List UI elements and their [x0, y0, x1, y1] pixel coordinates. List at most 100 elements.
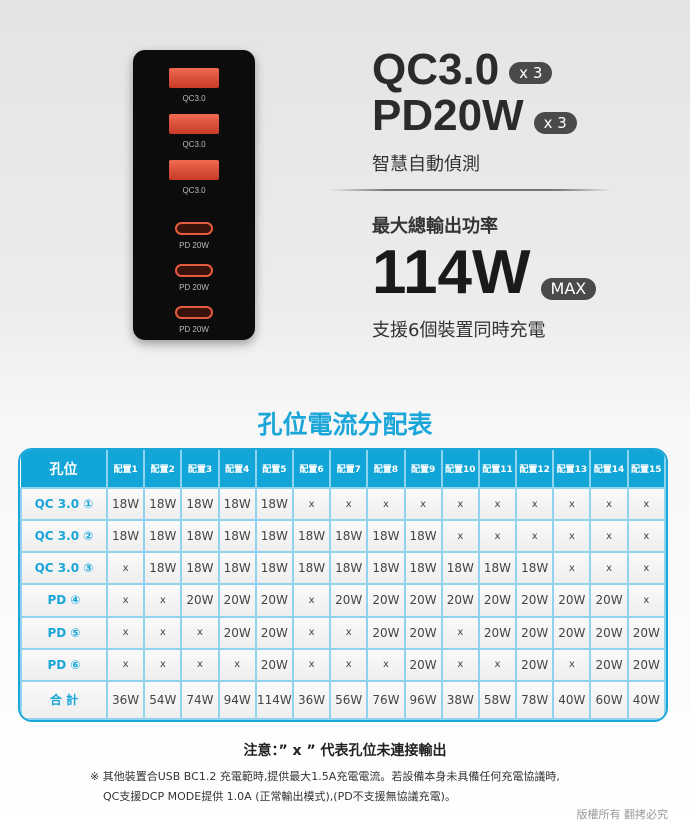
table-cell: 20W	[515, 647, 555, 682]
table-cell: 20W	[589, 583, 629, 618]
table-cell: 18W	[105, 486, 146, 522]
max-output-value: 114W	[372, 238, 531, 307]
table-cell: x	[552, 551, 592, 586]
table-cell: 96W	[403, 679, 443, 720]
table-row: PD ⑥ x x x x 20W x x x 20W x x 20W x 20W 20W	[20, 647, 666, 682]
port-4: PD 20W	[133, 220, 255, 250]
pd-heading: PD20W	[372, 91, 524, 140]
port-5: PD 20W	[133, 262, 255, 292]
port-2: QC3.0	[133, 114, 255, 149]
column-header: 配置15	[627, 450, 666, 488]
qc-row: QC3.0 x 3	[372, 45, 553, 94]
table-cell: x	[291, 583, 332, 618]
table-cell: 56W	[329, 679, 369, 720]
table-cell: 18W	[329, 519, 369, 554]
table-row: PD ⑤ x x x 20W 20W x x 20W 20W x 20W 20W 20W 20W 20W	[20, 615, 666, 650]
table-cell: 18W	[180, 486, 220, 522]
table-row: QC 3.0 ③ x 18W 18W 18W 18W 18W 18W 18W 18W 18W 18W 1…	[20, 551, 666, 586]
table-cell: x	[329, 615, 369, 650]
table-cell: x	[552, 486, 592, 522]
table-cell: 20W	[552, 583, 592, 618]
table-cell: 18W	[254, 551, 294, 586]
table-cell: x	[143, 583, 183, 618]
table-cell: 20W	[329, 583, 369, 618]
port-label: QC3.0	[182, 94, 206, 103]
max-output-label: 最大總輸出功率	[372, 216, 498, 237]
table-cell: 20W	[180, 583, 220, 618]
table-cell: 40W	[552, 679, 592, 720]
pd-row: PD20W x 3	[372, 94, 577, 138]
port-1: QC3.0	[133, 68, 255, 103]
row-header: QC 3.0 ②	[20, 519, 108, 554]
port-label: PD 20W	[179, 283, 209, 292]
column-header: 配置3	[181, 450, 220, 488]
table-cell: x	[105, 551, 146, 586]
charger-image: QC3.0 QC3.0 QC3.0 PD 20W PD 20W PD 20W	[133, 50, 255, 340]
table-cell: x	[515, 519, 555, 554]
table-cell: 36W	[105, 679, 146, 720]
table-cell: 18W	[254, 519, 294, 554]
port-label: PD 20W	[179, 325, 209, 334]
table-cell: 20W	[366, 615, 406, 650]
divider	[330, 189, 612, 191]
table-cell: x	[477, 486, 518, 522]
table-cell: x	[440, 615, 480, 650]
table-cell: 18W	[403, 519, 443, 554]
table-cell: x	[180, 615, 220, 650]
table-cell: 20W	[254, 583, 294, 618]
table-cell: x	[329, 647, 369, 682]
table-cell: x	[143, 647, 183, 682]
support-text: 支援6個裝置同時充電	[372, 320, 546, 341]
table-cell: x	[366, 486, 406, 522]
port-3: QC3.0	[133, 160, 255, 195]
table-cell: 18W	[254, 486, 294, 522]
usb-c-port-icon	[175, 264, 213, 277]
table-cell: 18W	[291, 519, 332, 554]
usb-a-port-icon	[169, 68, 219, 88]
table-cell: 18W	[217, 551, 257, 586]
column-header: 配置5	[255, 450, 294, 488]
table-cell: 20W	[254, 615, 294, 650]
row-header: PD ⑤	[20, 615, 108, 650]
table-cell: 18W	[143, 486, 183, 522]
column-header: 配置7	[330, 450, 369, 488]
column-header: 配置12	[516, 450, 555, 488]
row-header: 合 計	[20, 679, 108, 720]
pd-count-badge: x 3	[533, 112, 577, 134]
usb-c-port-icon	[175, 222, 213, 235]
table-cell: 94W	[217, 679, 257, 720]
table-cell: 76W	[366, 679, 406, 720]
column-header: 配置4	[218, 450, 257, 488]
column-header: 配置13	[553, 450, 592, 488]
table-cell: 20W	[589, 647, 629, 682]
table-cell: 18W	[403, 551, 443, 586]
column-header: 配置1	[107, 450, 146, 488]
table-cell: 20W	[217, 583, 257, 618]
table-cell: x	[626, 519, 666, 554]
usb-c-port-icon	[175, 306, 213, 319]
table-cell: x	[105, 647, 146, 682]
port-6: PD 20W	[133, 304, 255, 334]
table-cell: 18W	[515, 551, 555, 586]
corner-header: 孔位	[21, 450, 108, 488]
row-header: PD ④	[20, 583, 108, 618]
smart-detect-text: 智慧自動偵測	[372, 154, 480, 175]
table-cell: x	[105, 583, 146, 618]
table-title: 孔位電流分配表	[257, 410, 433, 439]
note: 注意：” x ” 代表孔位未連接輸出	[243, 743, 447, 759]
table-cell: 18W	[180, 519, 220, 554]
table-cell: x	[291, 615, 332, 650]
table-cell: 58W	[477, 679, 518, 720]
table-cell: 20W	[403, 583, 443, 618]
table-cell: x	[440, 486, 480, 522]
table-cell: 18W	[180, 551, 220, 586]
port-label: QC3.0	[182, 186, 206, 195]
table-cell: 18W	[366, 519, 406, 554]
table-cell: x	[403, 486, 443, 522]
table-cell: 20W	[254, 647, 294, 682]
table-cell: 20W	[477, 583, 518, 618]
table-cell: x	[626, 583, 666, 618]
qc-heading: QC3.0	[372, 45, 500, 94]
table-cell: x	[589, 486, 629, 522]
column-header: 配置10	[441, 450, 480, 488]
